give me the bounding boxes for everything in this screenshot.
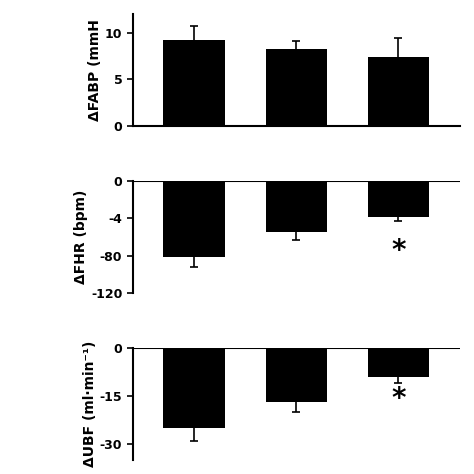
Bar xyxy=(164,40,225,126)
Y-axis label: ΔFHR (bpm): ΔFHR (bpm) xyxy=(74,190,88,284)
Y-axis label: ΔUBF (ml·min⁻¹): ΔUBF (ml·min⁻¹) xyxy=(83,341,97,467)
Text: *: * xyxy=(391,237,406,265)
Bar xyxy=(164,182,225,257)
Bar xyxy=(265,182,327,232)
Bar xyxy=(368,348,429,377)
Bar xyxy=(164,348,225,428)
Bar xyxy=(368,182,429,217)
Y-axis label: ΔFABP (mmH: ΔFABP (mmH xyxy=(88,19,102,121)
Text: *: * xyxy=(391,385,406,413)
Bar xyxy=(265,348,327,402)
Bar xyxy=(265,48,327,126)
Bar xyxy=(368,57,429,126)
